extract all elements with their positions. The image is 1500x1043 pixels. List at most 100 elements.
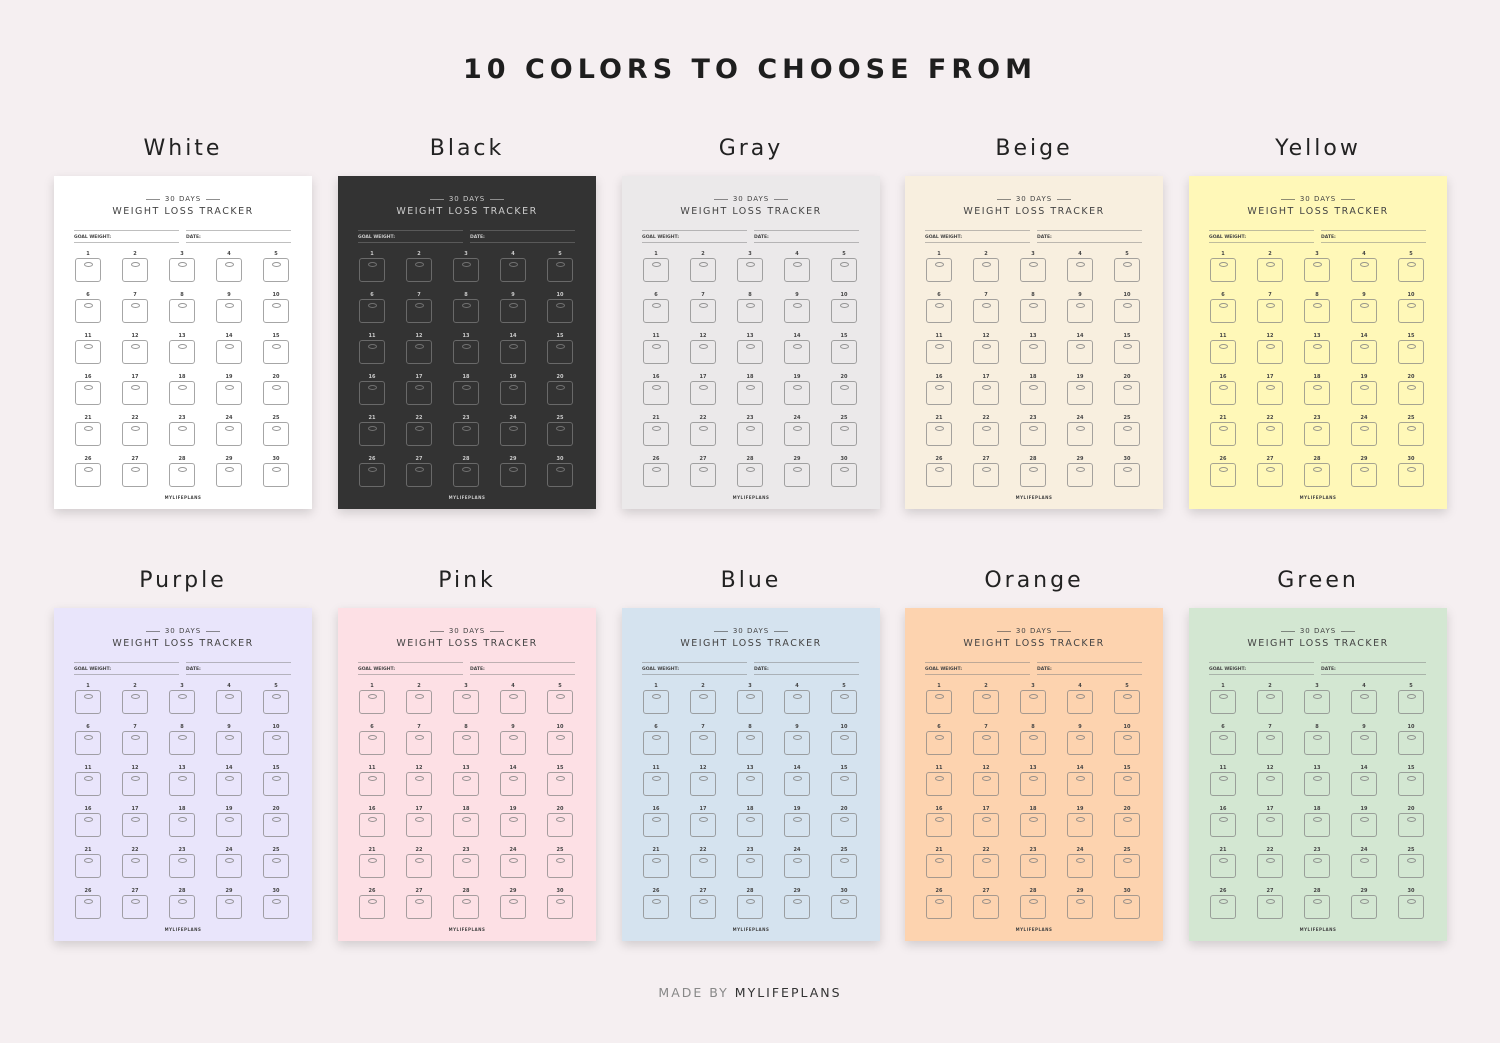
day-box: [1020, 731, 1046, 755]
day-box: [75, 895, 101, 919]
day-number: 9: [795, 292, 799, 298]
tracker-title: WEIGHT LOSS TRACKER: [680, 638, 822, 649]
day-number: 17: [415, 374, 423, 380]
day-box: [643, 340, 669, 364]
day-box: [973, 731, 999, 755]
day-cell: 13: [453, 333, 479, 364]
scale-icon: [652, 303, 661, 308]
tracker-page: 30 DAYS WEIGHT LOSS TRACKER GOAL WEIGHT:…: [338, 608, 596, 941]
day-box: [784, 463, 810, 487]
scale-icon: [699, 858, 708, 863]
day-number: 28: [1313, 888, 1321, 894]
day-number: 23: [746, 847, 754, 853]
scale-icon: [462, 776, 471, 781]
scale-icon: [793, 776, 802, 781]
scale-icon: [793, 858, 802, 863]
day-number: 30: [272, 888, 280, 894]
day-cell: 14: [1351, 765, 1377, 796]
date-field: DATE:: [186, 662, 291, 675]
day-cell: 9: [216, 292, 242, 323]
day-cell: 11: [926, 333, 952, 364]
day-cell: 1: [359, 683, 385, 714]
day-number: 18: [178, 806, 186, 812]
scale-icon: [840, 694, 849, 699]
day-box: [831, 299, 857, 323]
day-box: [1210, 690, 1236, 714]
day-cell: 23: [1304, 847, 1330, 878]
date-field: DATE:: [1321, 230, 1426, 243]
scale-icon: [1219, 776, 1228, 781]
scale-icon: [1123, 262, 1132, 267]
day-cell: 30: [1398, 456, 1424, 487]
day-box: [1067, 895, 1093, 919]
day-number: 10: [1123, 292, 1131, 298]
day-box: [500, 422, 526, 446]
day-box: [737, 690, 763, 714]
day-cell: 9: [1067, 724, 1093, 755]
day-box: [973, 299, 999, 323]
day-cell: 7: [690, 724, 716, 755]
day-number: 9: [1078, 292, 1082, 298]
day-cell: 18: [737, 374, 763, 405]
day-cell: 14: [784, 765, 810, 796]
scale-icon: [1123, 344, 1132, 349]
day-number: 26: [84, 888, 92, 894]
day-box: [1210, 854, 1236, 878]
day-cell: 28: [169, 888, 195, 919]
scale-icon: [746, 467, 755, 472]
tracker-footer: MYLIFEPLANS: [448, 495, 486, 500]
scale-icon: [131, 899, 140, 904]
day-number: 10: [840, 292, 848, 298]
scale-icon: [509, 899, 518, 904]
day-cell: 16: [359, 374, 385, 405]
scale-icon: [1360, 817, 1369, 822]
day-cell: 25: [1398, 847, 1424, 878]
day-cell: 8: [1304, 292, 1330, 323]
day-cell: 17: [690, 806, 716, 837]
scale-icon: [699, 303, 708, 308]
day-cell: 17: [122, 806, 148, 837]
scale-icon: [1313, 899, 1322, 904]
scale-icon: [1360, 735, 1369, 740]
day-box: [406, 731, 432, 755]
day-box: [406, 422, 432, 446]
day-box: [737, 895, 763, 919]
day-box: [453, 731, 479, 755]
day-box: [263, 463, 289, 487]
day-number: 1: [1221, 683, 1225, 689]
day-cell: 20: [263, 806, 289, 837]
scale-icon: [699, 694, 708, 699]
day-cell: 17: [690, 374, 716, 405]
day-box: [263, 895, 289, 919]
scale-icon: [509, 303, 518, 308]
scale-icon: [1360, 858, 1369, 863]
day-number: 12: [982, 765, 990, 771]
scale-icon: [1407, 694, 1416, 699]
day-box: [263, 299, 289, 323]
day-box: [643, 690, 669, 714]
day-box: [406, 772, 432, 796]
day-box: [216, 690, 242, 714]
day-box: [737, 854, 763, 878]
day-box: [1114, 772, 1140, 796]
day-number: 16: [1219, 374, 1227, 380]
day-cell: 14: [216, 333, 242, 364]
day-number: 9: [511, 724, 515, 730]
day-number: 4: [227, 251, 231, 257]
day-cell: 22: [406, 847, 432, 878]
day-box: [1304, 690, 1330, 714]
day-box: [1210, 772, 1236, 796]
scale-icon: [462, 735, 471, 740]
day-box: [926, 340, 952, 364]
day-number: 9: [1362, 292, 1366, 298]
day-number: 14: [1076, 765, 1084, 771]
day-number: 28: [462, 888, 470, 894]
day-cell: 29: [1351, 456, 1377, 487]
day-box: [359, 463, 385, 487]
tracker-title: WEIGHT LOSS TRACKER: [396, 206, 538, 217]
day-box: [75, 381, 101, 405]
day-box: [169, 731, 195, 755]
scale-icon: [178, 694, 187, 699]
tracker-title: WEIGHT LOSS TRACKER: [1247, 206, 1389, 217]
scale-icon: [1266, 262, 1275, 267]
